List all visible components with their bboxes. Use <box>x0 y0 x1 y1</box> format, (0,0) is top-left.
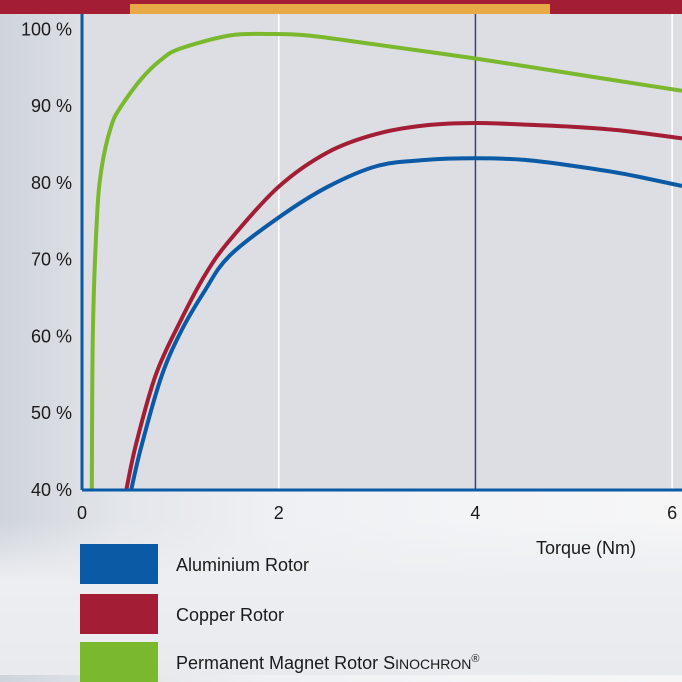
x-tick-label: 0 <box>77 503 87 523</box>
y-tick-label: 80 % <box>31 173 72 193</box>
legend-label-permanent-magnet: Permanent Magnet Rotor SINOCHRON® <box>176 653 479 674</box>
legend-label-aluminium: Aluminium Rotor <box>176 555 310 575</box>
x-tick-labels: 0 2 4 6 <box>77 503 677 523</box>
legend-brand-initial: S <box>383 653 396 673</box>
x-tick-label: 4 <box>470 503 480 523</box>
top-banner <box>0 0 682 14</box>
legend-item-copper: Copper Rotor <box>80 594 680 634</box>
series-line-copper-rotor <box>124 120 682 491</box>
x-tick-label: 2 <box>274 503 284 523</box>
legend-swatch-aluminium <box>80 544 158 584</box>
y-tick-label: 100 % <box>21 19 72 39</box>
series-lines <box>89 31 682 491</box>
y-tick-labels: 40 % 50 % 60 % 70 % 80 % 90 % 100 % <box>21 19 72 500</box>
series-line-aluminium-rotor <box>129 156 682 491</box>
legend-brand-rest: INOCHRON <box>395 656 472 672</box>
plot-area <box>82 14 682 490</box>
y-tick-label: 50 % <box>31 403 72 423</box>
x-tick-label: 6 <box>667 503 677 523</box>
legend-label-copper: Copper Rotor <box>176 605 285 625</box>
legend-label-pm-prefix: Permanent Magnet Rotor <box>176 653 384 673</box>
series-line-permanent-magnet-rotor <box>89 31 682 491</box>
x-axis-title: Torque (Nm) <box>536 538 637 558</box>
top-banner-accent <box>130 4 550 14</box>
y-tick-label: 90 % <box>31 96 72 116</box>
y-tick-label: 60 % <box>31 326 72 346</box>
y-tick-label: 40 % <box>31 480 72 500</box>
legend-registered-mark: ® <box>471 653 480 665</box>
legend-item-permanent-magnet: Permanent Magnet Rotor SINOCHRON® <box>80 642 680 682</box>
legend-swatch-copper <box>80 594 158 634</box>
legend-item-aluminium: Aluminium Rotor <box>80 544 680 584</box>
legend-swatch-permanent-magnet <box>80 642 158 682</box>
y-tick-label: 70 % <box>31 250 72 270</box>
grid-lines <box>277 14 673 490</box>
